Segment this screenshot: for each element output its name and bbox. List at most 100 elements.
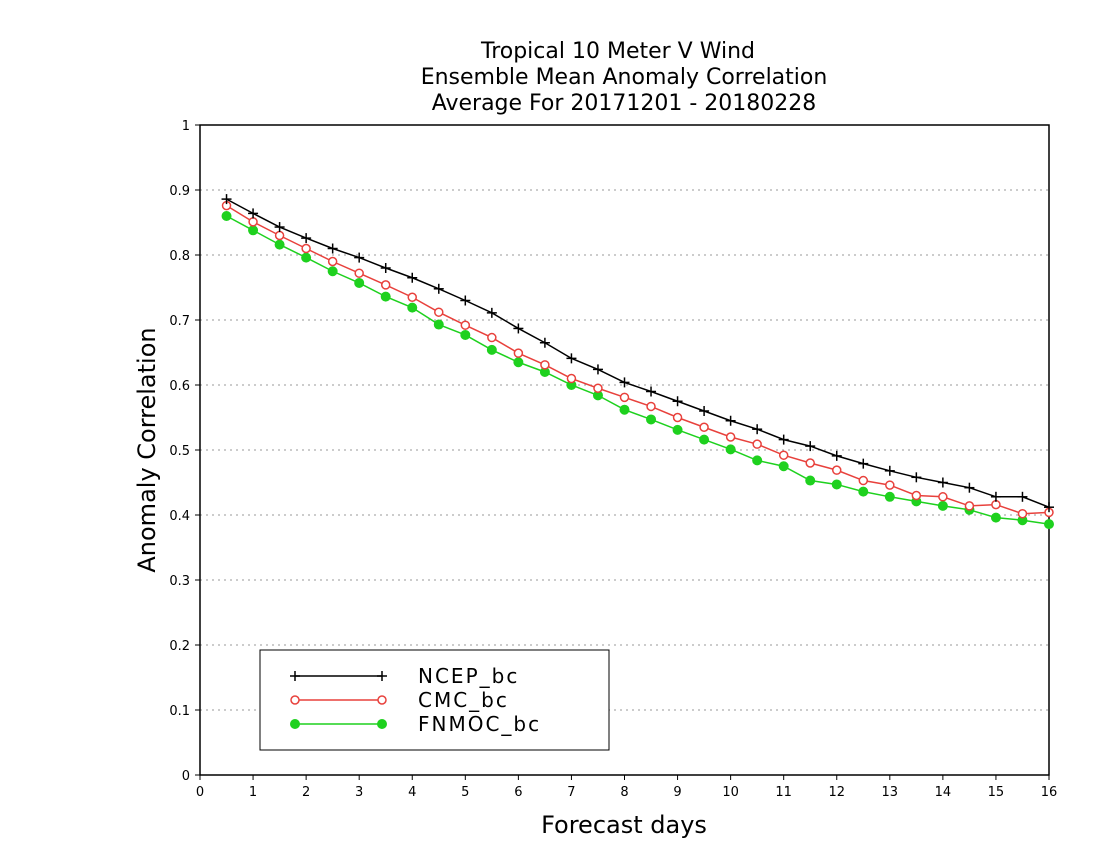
data-point-ncep-bc [884, 465, 895, 476]
series-line-fnmoc-bc [226, 215, 1050, 525]
data-point-cmc-bc [301, 243, 311, 254]
data-point-cmc-bc [540, 360, 550, 370]
data-point-ncep-bc [964, 482, 975, 493]
data-point-ncep-bc [380, 263, 391, 273]
data-point-fnmoc-bc [831, 479, 842, 490]
x-tick-label: 5 [461, 785, 469, 800]
data-point-ncep-bc [646, 386, 657, 397]
x-axis-label: Forecast days [541, 811, 707, 839]
data-point-ncep-bc [1017, 491, 1028, 502]
y-axis-label: Anomaly Correlation [133, 327, 161, 572]
data-point-ncep-bc [990, 491, 1001, 502]
data-point-ncep-bc [752, 424, 763, 435]
y-tick-label: 1 [182, 119, 190, 134]
data-point-cmc-bc [752, 439, 762, 449]
data-point-cmc-bc [832, 465, 842, 475]
data-point-cmc-bc [407, 292, 417, 302]
data-point-fnmoc-bc [460, 329, 471, 340]
series-fnmoc-bc [221, 211, 1054, 530]
series-layer [221, 194, 1054, 530]
y-tick-label: 0.3 [169, 574, 190, 589]
data-point-cmc-bc [778, 450, 789, 460]
data-point-ncep-bc [248, 208, 259, 219]
legend-marker-start [290, 671, 300, 681]
data-point-ncep-bc [486, 307, 497, 318]
x-tick-label: 2 [302, 785, 310, 800]
data-point-cmc-bc [274, 230, 285, 241]
data-point-fnmoc-bc [513, 357, 524, 368]
legend-marker-start [290, 695, 300, 705]
series-line-cmc-bc [226, 204, 1050, 515]
data-point-fnmoc-bc [752, 455, 763, 466]
legend-item-fnmoc-bc: FNMOC_bc [290, 712, 541, 736]
data-point-cmc-bc [646, 401, 656, 412]
data-point-cmc-bc [619, 392, 630, 403]
title-line-1: Tropical 10 Meter V Wind [480, 39, 755, 64]
x-tick-label: 15 [988, 785, 1005, 800]
data-point-fnmoc-bc [380, 291, 391, 302]
data-point-fnmoc-bc [778, 461, 789, 472]
data-point-ncep-bc [460, 295, 471, 306]
data-point-ncep-bc [778, 434, 789, 445]
data-point-cmc-bc [964, 501, 975, 511]
legend-marker-end [377, 671, 387, 681]
plot-frame [199, 124, 1050, 776]
data-point-cmc-bc [380, 280, 391, 290]
data-point-cmc-bc [805, 458, 815, 468]
legend-marker-end [377, 719, 387, 729]
legend-label: FNMOC_bc [418, 712, 541, 736]
data-point-ncep-bc [301, 233, 312, 244]
legend-marker-start [290, 719, 300, 729]
y-tick-label: 0.1 [169, 704, 190, 719]
series-ncep-bc [221, 194, 1054, 513]
data-point-cmc-bc [938, 492, 948, 502]
data-point-ncep-bc [407, 272, 418, 283]
x-tick-label: 9 [673, 785, 681, 800]
data-point-fnmoc-bc [248, 225, 259, 236]
data-point-fnmoc-bc [805, 475, 816, 486]
data-point-cmc-bc [1017, 508, 1028, 519]
data-point-cmc-bc [487, 332, 497, 343]
data-point-ncep-bc [911, 472, 922, 483]
data-point-ncep-bc [1044, 502, 1054, 513]
data-point-ncep-bc [831, 450, 842, 461]
y-tick-label: 0.2 [169, 639, 190, 654]
data-point-ncep-bc [539, 337, 550, 348]
data-point-cmc-bc [672, 412, 683, 423]
data-point-cmc-bc [566, 373, 577, 384]
data-point-cmc-bc [699, 422, 709, 432]
x-tick-label: 11 [775, 785, 792, 800]
legend-item-ncep-bc: NCEP_bc [290, 664, 517, 688]
y-tick-label: 0.5 [169, 444, 190, 459]
legend-marker-end [377, 695, 387, 705]
data-point-cmc-bc [991, 499, 1001, 510]
data-point-ncep-bc [672, 396, 683, 407]
data-point-cmc-bc [434, 307, 444, 317]
data-point-fnmoc-bc [274, 239, 285, 250]
legend-item-cmc-bc: CMC_bc [290, 688, 509, 712]
data-point-fnmoc-bc [619, 404, 630, 415]
data-point-cmc-bc [911, 490, 922, 501]
x-tick-label: 10 [722, 785, 739, 800]
x-tick-label: 8 [620, 785, 628, 800]
x-tick-label: 3 [355, 785, 363, 800]
data-point-cmc-bc [885, 480, 895, 490]
data-point-cmc-bc [248, 217, 258, 227]
legend-label: CMC_bc [418, 688, 509, 712]
x-tick-label: 0 [196, 785, 204, 800]
x-tick-label: 7 [567, 785, 575, 800]
data-point-cmc-bc [460, 320, 471, 330]
data-point-fnmoc-bc [699, 434, 710, 445]
x-tick-label: 16 [1041, 785, 1058, 800]
data-point-fnmoc-bc [672, 424, 683, 435]
series-line-ncep-bc [226, 198, 1050, 508]
data-point-cmc-bc [327, 256, 338, 267]
data-point-fnmoc-bc [858, 486, 869, 497]
x-tick-label: 6 [514, 785, 522, 800]
data-point-ncep-bc [805, 441, 816, 452]
data-point-cmc-bc [725, 432, 736, 442]
x-tick-label: 1 [249, 785, 257, 800]
data-point-fnmoc-bc [884, 491, 895, 502]
